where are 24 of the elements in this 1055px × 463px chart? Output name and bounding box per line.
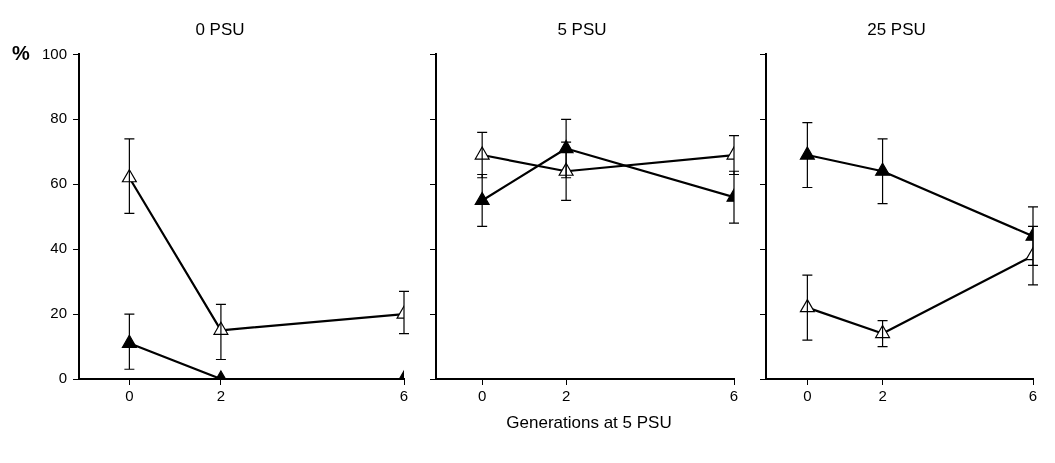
- x-tick-label: 0: [803, 387, 812, 405]
- x-tick-label: 2: [216, 387, 226, 405]
- x-tick-label: 2: [561, 387, 571, 405]
- x-tick-label: 0: [478, 387, 487, 405]
- y-tick-label: 80: [50, 109, 68, 127]
- y-tick-label: 40: [50, 239, 68, 257]
- point: [875, 162, 891, 176]
- y-tick-label: 60: [50, 174, 68, 192]
- point: [121, 334, 137, 348]
- chart-title: 25 PSU: [867, 19, 926, 39]
- y-tick-label: 100: [42, 44, 68, 62]
- x-axis-title: Generations at 5 PSU: [505, 413, 673, 434]
- point: [799, 146, 815, 160]
- y-tick-label: 20: [50, 304, 68, 322]
- x-tick-label: 0: [125, 387, 134, 405]
- y-axis-title: %: [12, 41, 30, 64]
- x-tick-label: 6: [399, 387, 409, 405]
- x-tick-label: 6: [729, 387, 739, 405]
- y-tick-label: 0: [58, 369, 68, 387]
- point: [474, 191, 490, 206]
- chart-title: 0 PSU: [195, 19, 245, 39]
- chart-title: 5 PSU: [557, 19, 607, 39]
- x-tick-label: 6: [1028, 387, 1038, 405]
- x-tick-label: 2: [878, 387, 887, 405]
